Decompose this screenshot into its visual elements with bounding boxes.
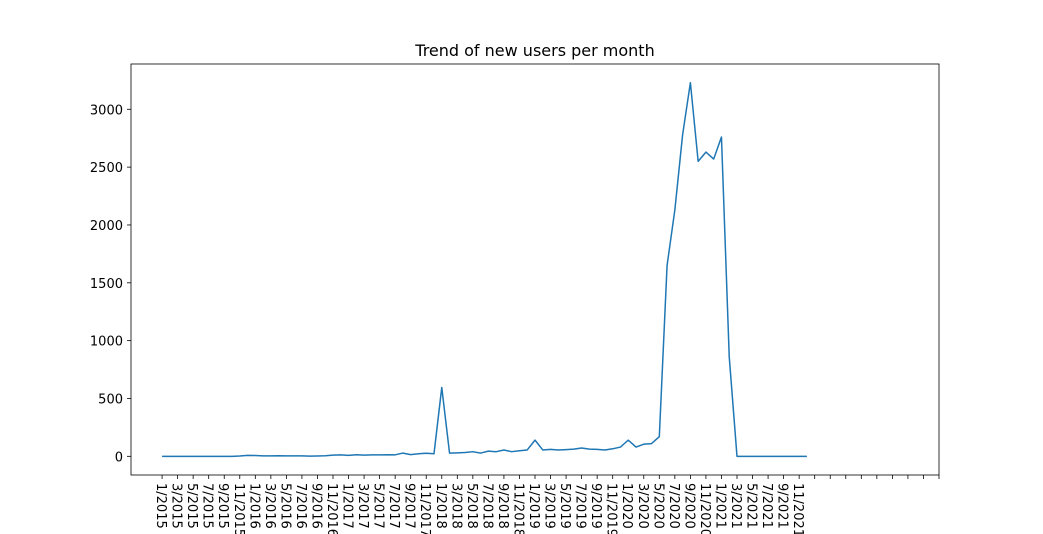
line-series <box>162 81 807 458</box>
y-tick-label: 0 <box>115 450 123 465</box>
x-tick-label: 3/2016 <box>262 483 277 529</box>
plot-frame <box>130 63 940 476</box>
x-tick-label: 11/2015 <box>231 483 246 534</box>
x-tick-label: 1/2015 <box>153 483 168 529</box>
x-tick-label: 1/2020 <box>619 483 634 529</box>
y-tick-label: 2500 <box>90 161 123 176</box>
x-tick-label: 7/2016 <box>293 483 308 529</box>
x-tick-label: 5/2016 <box>277 483 292 529</box>
x-tick-label: 3/2015 <box>169 483 184 529</box>
x-tick-label: 9/2016 <box>308 483 323 529</box>
x-tick-label: 3/2021 <box>728 483 743 529</box>
x-tick-label: 3/2018 <box>448 483 463 529</box>
x-tick-label: 11/2018 <box>510 483 525 534</box>
x-tick-label: 9/2020 <box>681 483 696 529</box>
y-tick-label: 500 <box>98 392 123 407</box>
x-tick-label: 5/2020 <box>650 483 665 529</box>
y-tick-label: 1500 <box>90 277 123 292</box>
x-tick-label: 9/2019 <box>588 483 603 529</box>
x-tick-label: 9/2015 <box>215 483 230 529</box>
x-tick-label: 7/2020 <box>666 483 681 529</box>
x-tick-label: 5/2021 <box>744 483 759 529</box>
x-tick-label: 1/2017 <box>340 483 355 529</box>
x-tick-label: 7/2019 <box>573 483 588 529</box>
chart-title: Trend of new users per month <box>414 41 654 60</box>
x-tick-label: 1/2021 <box>712 483 727 529</box>
x-tick-label: 9/2018 <box>495 483 510 529</box>
y-tick-label: 2000 <box>90 219 123 234</box>
x-tick-label: 11/2021 <box>790 483 805 534</box>
x-tick-label: 5/2018 <box>464 483 479 529</box>
x-tick-label: 11/2020 <box>697 483 712 534</box>
x-tick-label: 5/2015 <box>184 483 199 529</box>
x-tick-label: 11/2017 <box>417 483 432 534</box>
x-tick-label: 9/2017 <box>402 483 417 529</box>
x-tick-label: 5/2019 <box>557 483 572 529</box>
x-tick-label: 3/2020 <box>635 483 650 529</box>
x-tick-label: 3/2017 <box>355 483 370 529</box>
x-tick-label: 7/2021 <box>759 483 774 529</box>
y-tick-label: 3000 <box>90 103 123 118</box>
x-tick-label: 7/2015 <box>200 483 215 529</box>
x-tick-label: 11/2016 <box>324 483 339 534</box>
x-tick-label: 11/2019 <box>604 483 619 534</box>
x-tick-label: 7/2018 <box>479 483 494 529</box>
x-tick-label: 3/2019 <box>542 483 557 529</box>
x-tick-label: 9/2021 <box>775 483 790 529</box>
y-tick-label: 1000 <box>90 335 123 350</box>
x-tick-label: 7/2017 <box>386 483 401 529</box>
x-tick-label: 5/2017 <box>371 483 386 529</box>
x-tick-label: 1/2018 <box>433 483 448 529</box>
x-tick-label: 1/2019 <box>526 483 541 529</box>
x-tick-label: 1/2016 <box>246 483 261 529</box>
